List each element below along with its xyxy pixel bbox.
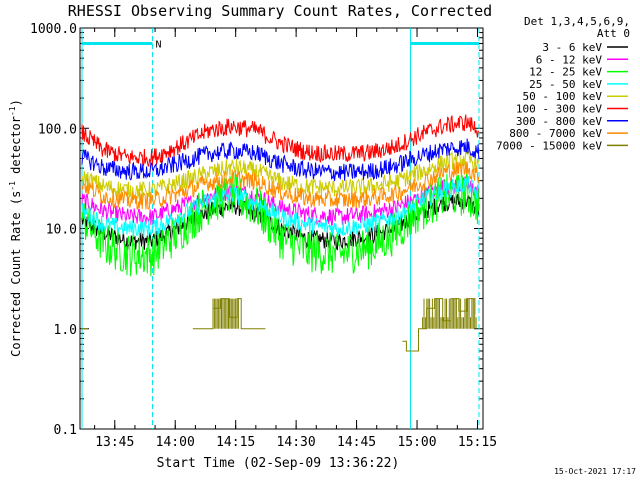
y-tick-label: 1000.0 — [30, 22, 77, 37]
timestamp: 15-Oct-2021 17:17 — [554, 467, 636, 476]
legend-label: 50 - 100 keV — [523, 90, 603, 103]
x-tick-label: 15:15 — [458, 435, 497, 450]
series-line-9 — [82, 298, 477, 352]
x-tick-label: 13:45 — [95, 435, 134, 450]
annotation-marker: N — [156, 40, 162, 51]
legend-label: 6 - 12 keV — [536, 53, 603, 66]
x-tick-label: 15:00 — [397, 435, 436, 450]
x-tick-label: 14:15 — [216, 435, 255, 450]
legend-label: 25 - 50 keV — [529, 78, 602, 91]
legend-label: 7000 - 15000 keV — [496, 139, 602, 152]
legend-header-line-2: Att 0 — [597, 27, 630, 40]
chart-title: RHESSI Observing Summary Count Rates, Co… — [68, 2, 492, 20]
series-line-5 — [81, 149, 480, 201]
series-line-4 — [81, 176, 480, 238]
series-line-6 — [81, 114, 480, 169]
series-line-2 — [81, 176, 480, 227]
plot-area: 0.1 1.0 10.0 100.0 1000.0 13:45 14:00 14:15 14:3… — [30, 22, 497, 450]
y-tick-label: 1.0 — [54, 323, 77, 338]
series-line-3 — [81, 172, 480, 277]
series-line-7 — [81, 138, 480, 182]
x-tick-label: 14:30 — [277, 435, 316, 450]
legend-label: 100 - 300 keV — [516, 103, 602, 116]
y-tick-label: 100.0 — [38, 122, 77, 137]
y-tick-label: 10.0 — [46, 223, 77, 238]
legend-label: 12 - 25 keV — [529, 66, 602, 79]
legend-label: 3 - 6 keV — [542, 41, 602, 54]
legend-label: 300 - 800 keV — [516, 115, 602, 128]
x-axis-label: Start Time (02-Sep-09 13:36:22) — [157, 456, 400, 471]
y-tick-label: 0.1 — [54, 423, 77, 438]
series-line-8 — [81, 161, 480, 210]
y-axis-label: Corrected Count Rate (s-1 detector-1) — [8, 99, 23, 357]
x-tick-label: 14:45 — [337, 435, 376, 450]
x-tick-label: 14:00 — [156, 435, 195, 450]
legend-label: 800 - 7000 keV — [509, 127, 602, 140]
legend-header-line-1: Det 1,3,4,5,6,9, — [524, 15, 630, 28]
